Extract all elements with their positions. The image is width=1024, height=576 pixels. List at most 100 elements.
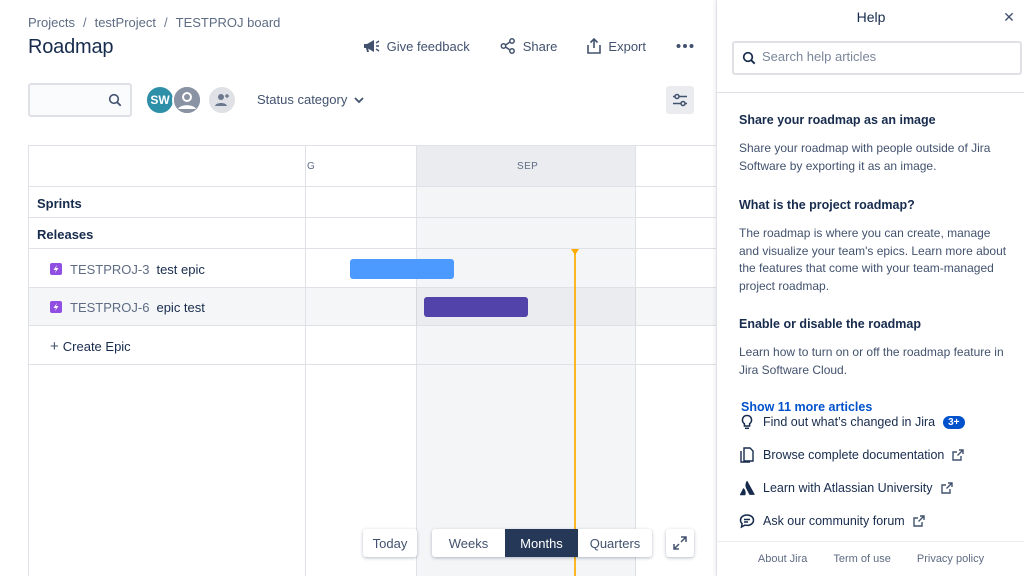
epic-row[interactable]: TESTPROJ-6 epic test bbox=[29, 288, 716, 326]
megaphone-icon bbox=[363, 40, 379, 52]
export-button[interactable]: Export bbox=[587, 38, 646, 54]
create-epic-button[interactable]: + Create Epic bbox=[50, 338, 131, 355]
help-articles: Share your roadmap as an image Share you… bbox=[739, 112, 1009, 414]
article-title: Enable or disable the roadmap bbox=[739, 317, 921, 331]
month-label-aug: G bbox=[307, 161, 316, 172]
create-epic-label: Create Epic bbox=[62, 339, 131, 354]
help-search-field[interactable] bbox=[732, 41, 1022, 75]
top-actions: Give feedback Share Export bbox=[362, 38, 694, 54]
external-link-icon bbox=[913, 515, 925, 527]
help-article[interactable]: Enable or disable the roadmap Learn how … bbox=[739, 316, 1009, 377]
whats-changed-badge: 3+ bbox=[943, 415, 965, 429]
today-marker bbox=[574, 249, 576, 576]
help-article[interactable]: Share your roadmap as an image Share you… bbox=[739, 112, 1009, 189]
roadmap-timeline: G SEP Sprints Releases TESTPROJ-3 test ep… bbox=[28, 145, 716, 576]
article-title: What is the project roadmap? bbox=[739, 198, 915, 212]
avatar-sw[interactable]: SW bbox=[145, 85, 175, 115]
epic-name: epic test bbox=[156, 300, 205, 315]
releases-row[interactable]: Releases bbox=[29, 218, 716, 249]
give-feedback-label: Give feedback bbox=[386, 38, 470, 54]
whats-changed-link[interactable]: Find out what’s changed in Jira 3+ bbox=[739, 412, 1009, 432]
name-column-divider[interactable] bbox=[305, 146, 306, 576]
close-icon: ✕ bbox=[1003, 9, 1015, 25]
article-body: Learn how to turn on or off the roadmap … bbox=[739, 345, 1004, 377]
breadcrumb-separator: / bbox=[164, 15, 168, 30]
scale-quarters-button[interactable]: Quarters bbox=[589, 535, 641, 551]
today-marker-head bbox=[571, 249, 579, 255]
about-jira-link[interactable]: About Jira bbox=[757, 553, 808, 565]
breadcrumb-projects[interactable]: Projects bbox=[28, 15, 75, 30]
atlassian-university-link[interactable]: Learn with Atlassian University bbox=[739, 478, 1009, 498]
document-icon bbox=[740, 447, 754, 463]
atlassian-logo-icon bbox=[739, 480, 755, 496]
community-forum-label: Ask our community forum bbox=[763, 514, 905, 528]
share-button[interactable]: Share bbox=[500, 38, 558, 54]
whats-changed-label: Find out what’s changed in Jira bbox=[763, 415, 936, 429]
epic-name: test epic bbox=[156, 262, 205, 277]
browse-documentation-label: Browse complete documentation bbox=[763, 448, 945, 462]
article-body: The roadmap is where you can create, man… bbox=[739, 226, 1007, 293]
plus-icon: + bbox=[50, 338, 59, 355]
search-icon bbox=[108, 93, 122, 107]
give-feedback-button[interactable]: Give feedback bbox=[362, 38, 470, 54]
epic-title[interactable]: TESTPROJ-3 test epic bbox=[50, 262, 205, 277]
help-search-input[interactable] bbox=[762, 49, 1012, 64]
epic-bar[interactable] bbox=[424, 297, 528, 317]
share-label: Share bbox=[522, 38, 558, 54]
breadcrumb-board[interactable]: TESTPROJ board bbox=[175, 15, 281, 30]
article-body: Share your roadmap with people outside o… bbox=[739, 141, 991, 173]
chat-icon bbox=[739, 514, 755, 529]
search-icon bbox=[742, 51, 756, 65]
chevron-down-icon bbox=[354, 96, 364, 103]
external-link-icon bbox=[952, 449, 965, 461]
view-settings-button[interactable] bbox=[666, 86, 694, 114]
breadcrumb-separator: / bbox=[82, 15, 87, 30]
community-forum-link[interactable]: Ask our community forum bbox=[739, 511, 1009, 531]
create-epic-row[interactable]: + Create Epic bbox=[29, 326, 716, 365]
atlassian-university-label: Learn with Atlassian University bbox=[763, 481, 933, 495]
avatar-user[interactable] bbox=[172, 85, 202, 115]
roadmap-search-input[interactable] bbox=[28, 83, 132, 117]
close-help-button[interactable]: ✕ bbox=[1002, 9, 1016, 26]
help-title: Help bbox=[856, 9, 886, 25]
sprints-label: Sprints bbox=[37, 196, 82, 211]
epic-title[interactable]: TESTPROJ-6 epic test bbox=[50, 300, 205, 315]
sliders-icon bbox=[673, 93, 687, 107]
share-icon bbox=[500, 38, 515, 54]
epic-row[interactable]: TESTPROJ-3 test epic bbox=[29, 249, 716, 288]
more-actions-button[interactable] bbox=[676, 43, 694, 49]
breadcrumb: Projects / testProject / TESTPROJ board bbox=[28, 15, 280, 30]
month-label-sep: SEP bbox=[517, 161, 539, 172]
help-panel: Help ✕ Share your roadmap as an image Sh… bbox=[716, 0, 1024, 576]
help-divider bbox=[717, 92, 1024, 93]
breadcrumb-project[interactable]: testProject bbox=[94, 15, 157, 30]
scale-weeks-button[interactable]: Weeks bbox=[448, 535, 489, 551]
epic-icon bbox=[50, 263, 62, 275]
today-button[interactable]: Today bbox=[363, 529, 417, 557]
sprints-row[interactable]: Sprints bbox=[29, 187, 716, 218]
more-icon bbox=[676, 44, 694, 48]
user-icon bbox=[174, 87, 200, 113]
terms-of-use-link[interactable]: Term of use bbox=[833, 553, 891, 565]
epic-key: TESTPROJ-3 bbox=[70, 262, 150, 277]
lightbulb-icon bbox=[741, 414, 753, 430]
epic-key: TESTPROJ-6 bbox=[70, 300, 150, 315]
status-category-dropdown[interactable]: Status category bbox=[257, 92, 364, 107]
add-people-button[interactable] bbox=[207, 85, 237, 115]
epic-icon bbox=[50, 301, 62, 313]
article-title: Share your roadmap as an image bbox=[739, 113, 936, 127]
status-category-label: Status category bbox=[257, 92, 348, 107]
help-footer-divider bbox=[717, 541, 1024, 542]
month-header-sep bbox=[416, 146, 636, 187]
privacy-policy-link[interactable]: Privacy policy bbox=[916, 553, 985, 565]
export-label: Export bbox=[608, 38, 646, 54]
add-user-icon bbox=[215, 94, 229, 106]
page-title: Roadmap bbox=[28, 36, 114, 58]
fullscreen-button[interactable] bbox=[666, 529, 694, 557]
help-links: Find out what’s changed in Jira 3+ Brows… bbox=[739, 412, 1009, 544]
epic-bar[interactable] bbox=[350, 259, 454, 279]
scale-months-button[interactable]: Months bbox=[505, 529, 578, 557]
show-more-articles-link[interactable]: Show 11 more articles bbox=[741, 400, 873, 414]
help-article[interactable]: What is the project roadmap? The roadmap… bbox=[739, 197, 1009, 308]
browse-documentation-link[interactable]: Browse complete documentation bbox=[739, 445, 1009, 465]
